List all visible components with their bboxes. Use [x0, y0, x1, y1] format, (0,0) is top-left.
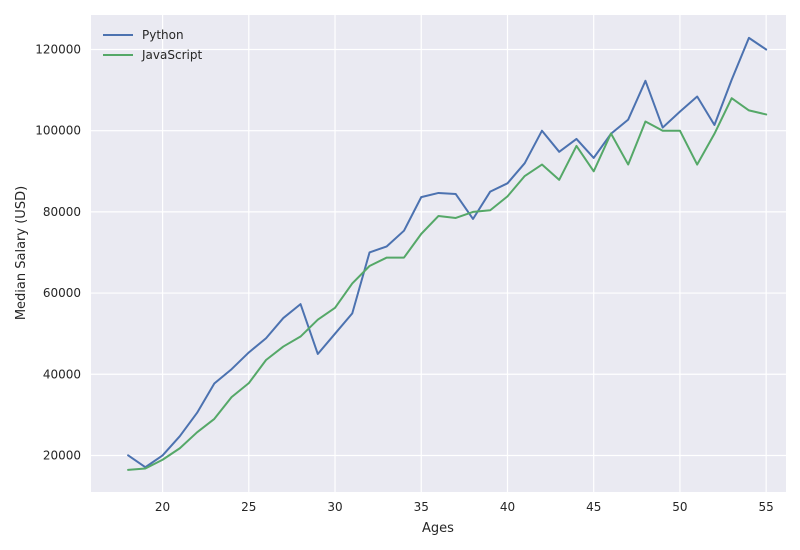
- y-tick-label: 60000: [43, 286, 81, 300]
- y-tick-label: 40000: [43, 367, 81, 381]
- y-tick-label: 20000: [43, 448, 81, 462]
- plot-background: [91, 15, 786, 492]
- x-tick-label: 40: [500, 500, 515, 514]
- x-tick-label: 50: [672, 500, 687, 514]
- x-tick-label: 25: [241, 500, 256, 514]
- x-tick-label: 55: [759, 500, 774, 514]
- legend: Python JavaScript: [103, 28, 202, 62]
- series-lines: [127, 36, 768, 471]
- y-axis-label: Median Salary (USD): [14, 186, 29, 320]
- series-line-python: [127, 36, 768, 469]
- x-tick-label: 30: [327, 500, 342, 514]
- x-tick-label: 20: [155, 500, 170, 514]
- x-tick-label: 35: [414, 500, 429, 514]
- x-tick-label: 45: [586, 500, 601, 514]
- y-tick-labels: 20000 40000 60000 80000 100000 120000: [35, 43, 81, 463]
- legend-label-javascript: JavaScript: [141, 48, 202, 62]
- x-axis-label: Ages: [422, 521, 454, 536]
- y-tick-label: 80000: [43, 205, 81, 219]
- legend-label-python: Python: [142, 28, 184, 42]
- y-tick-label: 100000: [35, 124, 81, 138]
- x-tick-labels: 20 25 30 35 40 45 50 55: [155, 500, 774, 514]
- series-line-javascript: [127, 97, 768, 471]
- y-tick-label: 120000: [35, 43, 81, 57]
